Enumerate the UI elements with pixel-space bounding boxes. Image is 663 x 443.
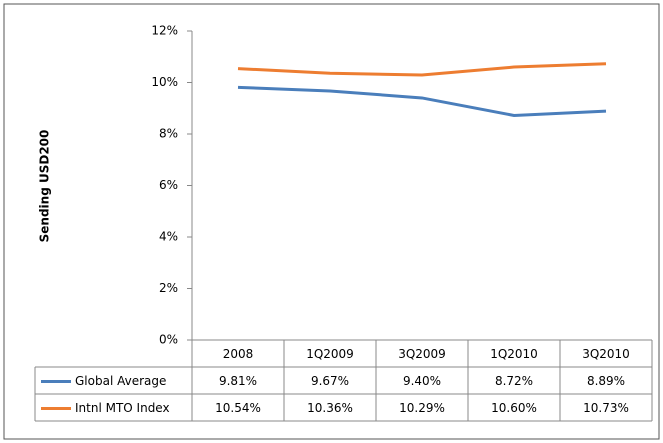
- series-line: [237, 85, 607, 117]
- table-value: 10.29%: [399, 401, 445, 415]
- x-tick-label: 2008: [223, 347, 254, 361]
- table-value: 9.81%: [219, 374, 257, 388]
- x-tick-label: 3Q2009: [398, 347, 446, 361]
- y-tick-label: 10%: [151, 75, 178, 89]
- y-tick-label: 4%: [159, 230, 178, 244]
- y-axis-label: Sending USD200: [38, 130, 52, 243]
- y-tick-label: 8%: [159, 127, 178, 141]
- table-value: 10.54%: [215, 401, 261, 415]
- table-value: 8.89%: [587, 374, 625, 388]
- x-tick-label: 1Q2010: [490, 347, 538, 361]
- x-tick-label: 3Q2010: [582, 347, 630, 361]
- table-value: 8.72%: [495, 374, 533, 388]
- y-tick-label: 0%: [159, 333, 178, 347]
- y-tick-label: 6%: [159, 178, 178, 192]
- table-value: 10.36%: [307, 401, 353, 415]
- table-value: 9.40%: [403, 374, 441, 388]
- series-line: [237, 62, 607, 77]
- legend-label: Global Average: [75, 374, 166, 388]
- y-tick-label: 12%: [151, 24, 178, 38]
- table-value: 10.73%: [583, 401, 629, 415]
- table-value: 9.67%: [311, 374, 349, 388]
- table-value: 10.60%: [491, 401, 537, 415]
- x-tick-label: 1Q2009: [306, 347, 354, 361]
- legend-label: Intnl MTO Index: [75, 401, 170, 415]
- y-tick-label: 2%: [159, 281, 178, 295]
